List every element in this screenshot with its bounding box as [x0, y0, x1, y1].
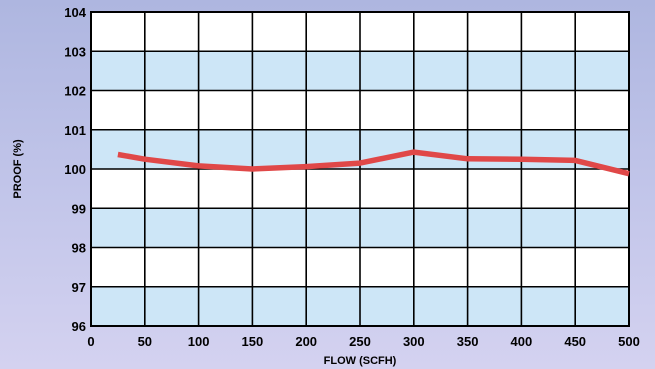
series-line: [117, 149, 630, 177]
plot-frame: [90, 11, 630, 327]
y-tick-label: 101: [64, 123, 86, 138]
x-tick-label: 150: [242, 334, 264, 349]
y-tick-labels: 96 97 98 99 100 101 102 103 104: [64, 5, 86, 334]
x-tick-label: 100: [188, 334, 210, 349]
x-tick-label: 50: [138, 334, 152, 349]
y-tick-label: 96: [72, 319, 86, 334]
x-tick-labels: 0 50 100 150 200 250 300 350 400 450 500: [87, 334, 639, 349]
y-tick-label: 103: [64, 44, 86, 59]
y-tick-label: 97: [72, 280, 86, 295]
x-tick-label: 350: [457, 334, 479, 349]
series-layer: [117, 149, 630, 177]
x-tick-label: 300: [403, 334, 425, 349]
y-axis-label: PROOF (%): [12, 139, 24, 199]
x-tick-label: 450: [564, 334, 586, 349]
x-tick-label: 250: [349, 334, 371, 349]
y-tick-label: 102: [64, 84, 86, 99]
x-tick-label: 400: [511, 334, 533, 349]
y-tick-label: 98: [72, 241, 86, 256]
y-tick-label: 99: [72, 201, 86, 216]
y-tick-label: 104: [64, 5, 86, 20]
y-tick-label: 100: [64, 162, 86, 177]
x-axis-label: FLOW (SCFH): [324, 355, 397, 367]
x-tick-label: 0: [87, 334, 94, 349]
x-tick-label: 500: [618, 334, 640, 349]
x-tick-label: 200: [295, 334, 317, 349]
